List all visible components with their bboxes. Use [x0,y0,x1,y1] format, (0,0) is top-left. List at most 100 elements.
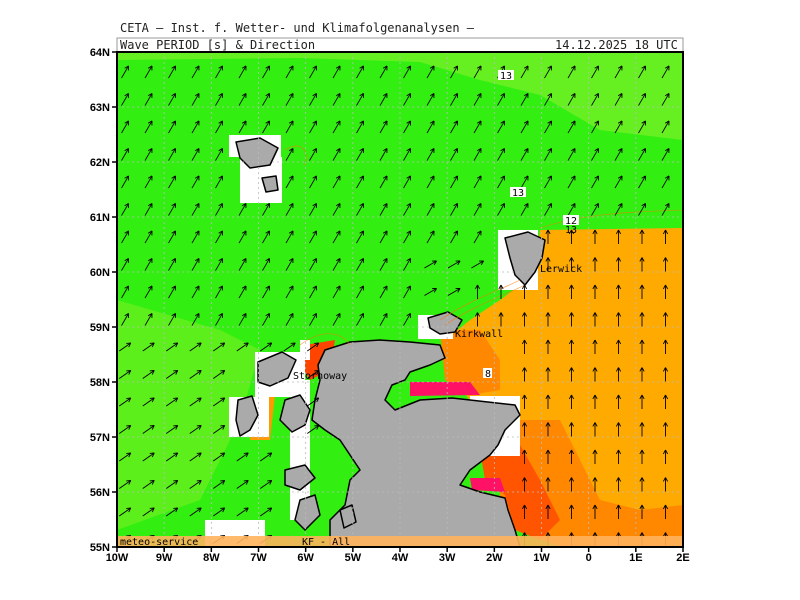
direction-arrow [615,504,622,519]
lon-label: 7W [250,552,267,564]
direction-arrow [166,342,179,352]
direction-arrow [615,394,622,409]
direction-arrow [144,258,153,271]
direction-arrow [191,175,200,189]
direction-arrow [119,370,132,379]
direction-arrow [309,203,317,216]
lat-label: 60N [90,267,110,279]
lon-label: 2E [676,552,689,564]
direction-arrow [309,285,317,299]
direction-arrow [403,230,411,244]
direction-arrow [191,313,200,326]
direction-arrow [545,367,551,382]
direction-arrow [307,342,320,352]
direction-arrow [144,313,153,326]
direction-arrow [450,120,458,134]
lon-label: 2W [486,552,503,564]
direction-arrow [544,65,552,79]
direction-arrow [236,480,249,489]
direction-arrow [638,175,646,189]
valid-time: 14.12.2025 18 UTC [555,38,678,52]
direction-arrow [119,425,132,434]
direction-arrow [144,93,153,106]
contour-label-8: 8 [485,369,491,380]
direction-arrow [285,65,294,79]
lat-label: 63N [90,102,110,114]
direction-arrow [520,203,529,216]
direction-arrow [568,367,575,382]
direction-arrow [332,258,341,271]
contour-label-12: 12 [565,216,577,227]
direction-arrow [191,258,200,271]
sea-field-red-orange [480,445,560,540]
direction-arrow [236,342,249,352]
direction-arrow [638,148,646,161]
direction-arrow [591,148,599,161]
sea-field-magenta-firth [470,478,505,492]
direction-arrow [166,370,179,379]
direction-arrow [497,175,505,189]
direction-arrow [568,449,575,464]
direction-arrow [662,229,669,244]
direction-arrow [236,507,249,517]
direction-arrow [661,148,670,161]
direction-arrow [168,230,176,244]
direction-arrow [521,422,528,437]
direction-arrow [497,120,505,134]
sea-field-light-green-west [117,300,260,530]
direction-arrow [426,65,435,79]
direction-arrow [121,65,129,79]
direction-arrow [309,93,317,106]
direction-arrow [213,480,226,489]
lat-label: 64N [90,47,110,59]
direction-arrow [168,120,176,134]
direction-arrow [544,148,552,161]
direction-arrow [567,148,576,161]
contour-label-13-mid: 13 [512,188,524,199]
direction-arrow [168,93,176,106]
direction-arrow [166,397,179,407]
direction-arrow [638,203,646,216]
direction-arrow [447,288,461,296]
direction-arrow [215,148,223,161]
direction-arrow [215,203,223,216]
direction-arrow [285,285,294,299]
direction-arrow [639,394,645,409]
direction-arrow [450,203,458,216]
lat-label: 62N [90,157,110,169]
direction-arrow [262,65,270,79]
direction-arrow [332,148,341,161]
direction-arrow [121,203,129,216]
direction-arrow [592,284,598,299]
direction-arrow [662,477,669,492]
direction-arrow [213,397,226,407]
direction-arrow [215,285,223,299]
direction-arrow [379,175,388,189]
contour-label-group: 13 13 12 13 8 [483,70,579,380]
footer-left-label: meteo-service [120,537,198,548]
place-kirkwall: Kirkwall [455,329,503,340]
direction-arrow [424,260,437,269]
direction-arrow [638,93,646,106]
direction-arrow [545,449,551,464]
direction-arrow [189,480,202,489]
orkney [427,311,463,335]
direction-arrow [191,93,200,106]
lon-label: 4W [392,552,409,564]
direction-arrow [285,93,294,106]
direction-arrow [215,230,223,244]
direction-arrow [238,258,247,271]
direction-arrow [309,65,317,79]
direction-arrow [215,93,223,106]
direction-arrow [567,203,576,216]
direction-arrow [121,313,129,326]
direction-arrow [568,339,575,354]
direction-arrow [545,339,551,354]
product-title: Wave PERIOD [s] & Direction [120,38,316,52]
place-lerwick: Lerwick [540,264,582,275]
direction-arrow [309,258,317,271]
sea-field-dark-orange [440,330,500,395]
direction-arrow [119,507,132,517]
direction-arrow [142,342,155,352]
shetland [504,231,546,286]
